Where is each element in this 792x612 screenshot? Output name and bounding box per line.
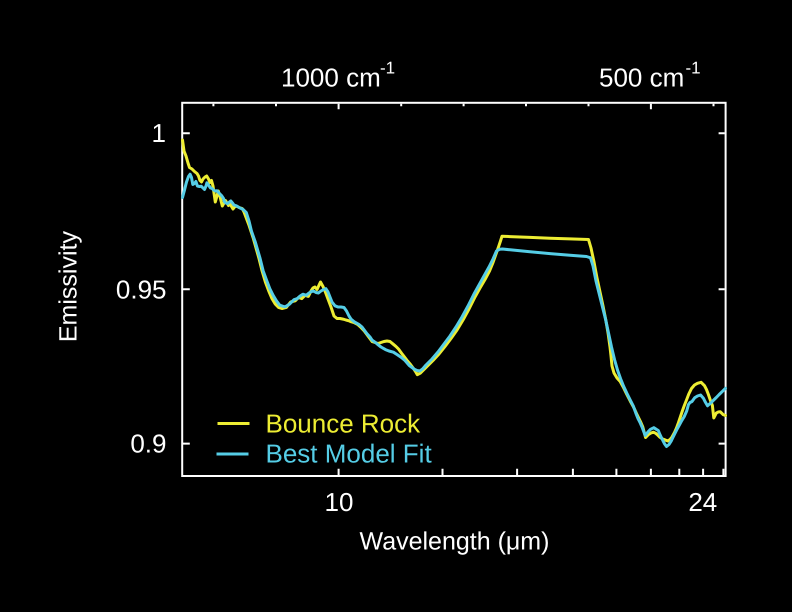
- svg-text:Wavelength (μm): Wavelength (μm): [360, 528, 550, 556]
- svg-text:-1: -1: [686, 59, 701, 78]
- svg-text:-1: -1: [380, 59, 395, 78]
- svg-text:0.9: 0.9: [130, 428, 166, 458]
- svg-text:1: 1: [152, 118, 166, 148]
- svg-text:0.95: 0.95: [116, 274, 167, 304]
- svg-text:Best Model Fit: Best Model Fit: [266, 438, 433, 468]
- svg-text:1000 cm: 1000 cm: [281, 63, 381, 93]
- svg-text:500 cm: 500 cm: [599, 63, 684, 93]
- svg-text:10: 10: [325, 487, 354, 517]
- svg-text:Bounce Rock: Bounce Rock: [266, 409, 422, 439]
- svg-text:24: 24: [688, 487, 717, 517]
- svg-text:Emissivity: Emissivity: [55, 231, 83, 343]
